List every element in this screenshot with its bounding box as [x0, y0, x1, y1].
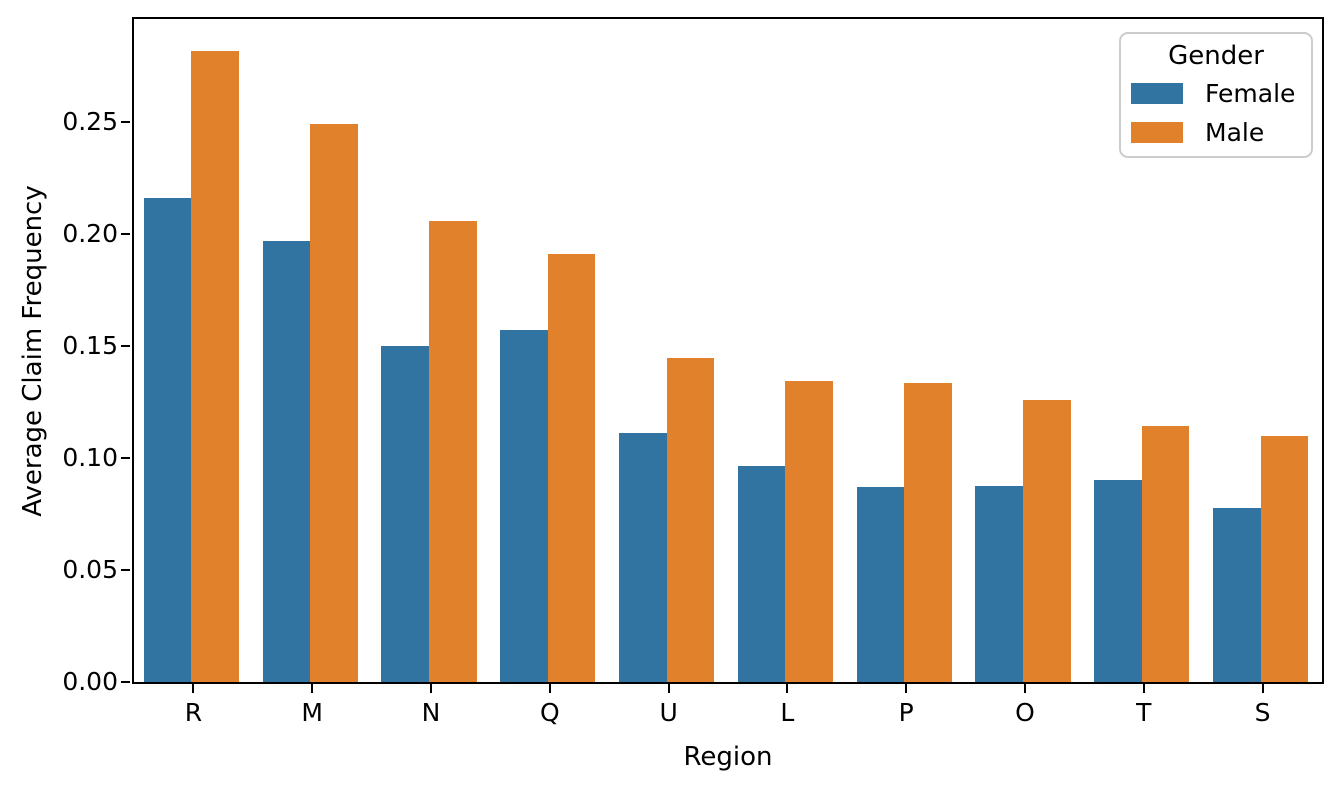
- bar-female-L: [737, 465, 786, 682]
- y-tick-mark: [121, 457, 130, 460]
- bar-male-O: [1023, 399, 1071, 682]
- y-tick-label: 0.15: [62, 331, 118, 361]
- x-tick-label: R: [184, 698, 203, 727]
- bar-male-M: [310, 124, 358, 682]
- x-tick-mark: [548, 684, 551, 693]
- x-tick-mark: [1261, 684, 1264, 693]
- legend-label-female: Female: [1205, 79, 1296, 108]
- y-tick-label: 0.00: [62, 667, 118, 696]
- x-tick-label: L: [780, 698, 795, 727]
- bar-female-N: [381, 346, 429, 682]
- bar-male-L: [785, 380, 833, 682]
- x-tick-mark: [192, 684, 195, 693]
- bar-male-P: [904, 383, 952, 682]
- bar-female-R: [143, 198, 192, 682]
- legend-swatch-female: [1131, 83, 1183, 104]
- legend-swatch-male: [1131, 122, 1183, 143]
- bar-male-N: [429, 220, 477, 682]
- x-tick-label: T: [1136, 698, 1152, 727]
- bar-male-U: [666, 358, 715, 682]
- x-tick-mark: [667, 684, 670, 693]
- legend-title: Gender: [1168, 41, 1264, 71]
- x-tick-mark: [786, 684, 789, 693]
- x-axis-label: Region: [683, 742, 773, 772]
- x-tick-mark: [1142, 684, 1145, 693]
- bar-female-O: [975, 486, 1023, 682]
- y-tick-label: 0.25: [62, 107, 118, 137]
- x-tick-label: Q: [539, 698, 560, 727]
- bar-female-U: [619, 433, 667, 682]
- y-tick-mark: [121, 121, 130, 124]
- bar-female-T: [1094, 480, 1142, 682]
- y-tick-mark: [121, 569, 130, 572]
- y-tick-label: 0.05: [62, 555, 118, 585]
- y-tick-label: 0.20: [62, 219, 118, 249]
- y-tick-mark: [121, 345, 130, 348]
- bar-male-R: [191, 50, 239, 682]
- legend: Gender Female Male: [1119, 32, 1313, 158]
- x-tick-label: M: [301, 698, 323, 727]
- x-tick-label: U: [659, 698, 678, 727]
- y-tick-label: 0.10: [62, 443, 118, 473]
- x-tick-label: P: [898, 698, 914, 727]
- x-tick-label: N: [421, 698, 441, 727]
- bar-male-T: [1141, 425, 1190, 682]
- x-tick-mark: [905, 684, 908, 693]
- legend-label-male: Male: [1205, 118, 1265, 147]
- bar-male-Q: [547, 254, 596, 682]
- x-tick-mark: [311, 684, 314, 693]
- x-tick-mark: [430, 684, 432, 693]
- x-tick-label: O: [1015, 698, 1035, 727]
- bar-female-S: [1213, 508, 1261, 682]
- y-tick-mark: [121, 233, 130, 236]
- x-tick-mark: [1024, 684, 1026, 693]
- bar-female-Q: [500, 330, 548, 682]
- bar-female-M: [262, 240, 311, 682]
- x-tick-label: S: [1254, 698, 1271, 727]
- bar-female-P: [856, 487, 905, 682]
- y-tick-mark: [121, 681, 130, 683]
- bar-male-S: [1260, 435, 1309, 682]
